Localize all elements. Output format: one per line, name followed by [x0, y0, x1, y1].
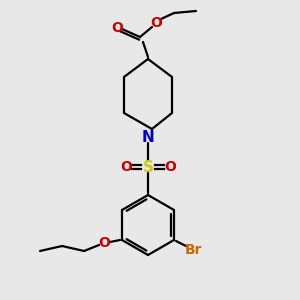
Text: N: N	[142, 130, 154, 145]
Text: O: O	[111, 21, 123, 35]
Text: O: O	[98, 236, 110, 250]
Text: S: S	[142, 160, 154, 175]
Text: O: O	[150, 16, 162, 30]
Text: Br: Br	[185, 243, 203, 257]
Text: O: O	[120, 160, 132, 174]
Text: O: O	[164, 160, 176, 174]
